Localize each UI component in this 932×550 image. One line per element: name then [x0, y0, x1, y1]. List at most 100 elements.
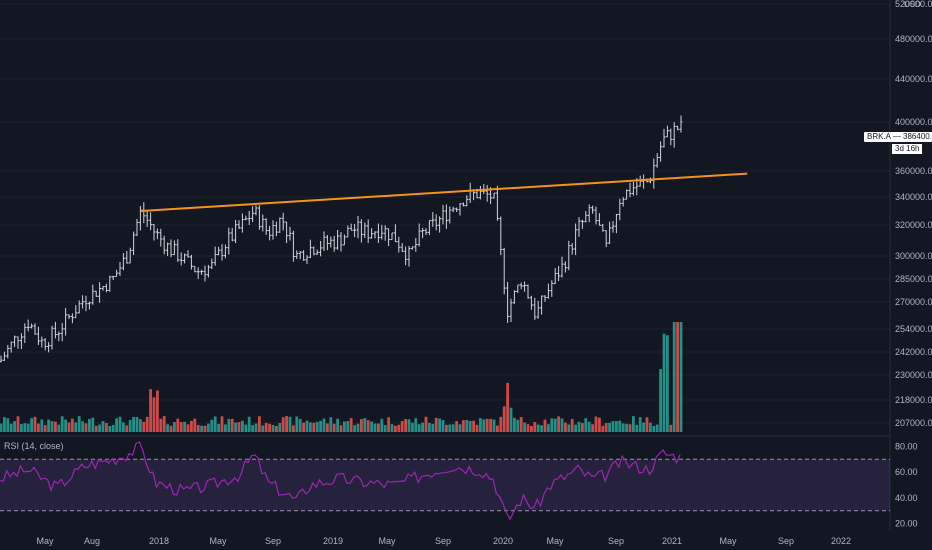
- ohlc-bar: [567, 240, 571, 271]
- rsi-tick-label: 60.00: [895, 467, 918, 477]
- ohlc-bar: [210, 258, 214, 270]
- volume-bar: [431, 423, 435, 432]
- ohlc-bar: [288, 226, 292, 241]
- volume-bar: [523, 422, 526, 432]
- volume-bar: [343, 421, 346, 432]
- volume-bar: [122, 422, 125, 432]
- volume-bar: [594, 416, 598, 432]
- rsi-tick-label: 40.00: [895, 493, 918, 503]
- volume-bar: [210, 419, 214, 432]
- ohlc-bar: [23, 323, 27, 343]
- volume-bar: [57, 424, 61, 432]
- ohlc-bar: [397, 236, 401, 253]
- volume-bar: [530, 425, 533, 432]
- volume-bar: [649, 422, 652, 432]
- ohlc-bar: [404, 246, 408, 266]
- volume-bar: [417, 424, 421, 432]
- ohlc-bar: [2, 351, 6, 361]
- volume-bar: [292, 425, 295, 432]
- volume-bar: [230, 418, 234, 432]
- ohlc-bar: [540, 295, 544, 315]
- volume-bar: [424, 416, 428, 432]
- ohlc-bar: [336, 229, 340, 250]
- ohlc-bar: [628, 182, 632, 198]
- price-tick-label: 340000.00: [895, 192, 932, 202]
- ohlc-bar: [159, 228, 163, 247]
- volume-bar: [373, 423, 377, 432]
- ohlc-bar: [448, 206, 452, 224]
- rsi-legend[interactable]: RSI (14, close): [4, 441, 64, 451]
- volume-bar: [268, 423, 271, 432]
- time-tick-label: May: [378, 536, 396, 546]
- ohlc-bar: [237, 220, 241, 229]
- ohlc-bar: [9, 341, 13, 353]
- ohlc-bar: [298, 250, 302, 260]
- volume-bar: [475, 424, 479, 432]
- volume-bar: [20, 424, 23, 432]
- ohlc-bar: [261, 214, 265, 232]
- ohlc-bar: [553, 268, 557, 285]
- volume-bar: [438, 418, 441, 432]
- ohlc-bar: [179, 252, 183, 266]
- ohlc-bar: [240, 213, 244, 233]
- volume-bar: [625, 423, 628, 432]
- volume-bar: [543, 419, 547, 432]
- volume-bar: [645, 417, 649, 432]
- volume-bar: [496, 425, 499, 432]
- volume-bar: [200, 425, 203, 432]
- volume-bar: [281, 417, 285, 432]
- volume-bar: [145, 416, 149, 432]
- volume-bar: [43, 425, 47, 432]
- volume-bar: [33, 416, 37, 432]
- ohlc-bar: [128, 247, 132, 264]
- ohlc-bar: [70, 313, 74, 324]
- volume-bar: [611, 421, 615, 432]
- volume-bar: [465, 419, 469, 432]
- price-axis[interactable]: 520000.00 480000.00 440000.00 400000.00 3600…: [895, 0, 932, 428]
- volume-bar: [190, 420, 193, 432]
- price-tick-label: 300000.00: [895, 251, 932, 261]
- volume-bar: [3, 417, 6, 432]
- ohlc-bar: [621, 197, 625, 207]
- volume-bar: [237, 422, 241, 432]
- volume-bar: [366, 420, 370, 432]
- ohlc-bar: [115, 269, 119, 277]
- ohlc-bar: [672, 122, 676, 148]
- time-axis[interactable]: May Aug 2018 May Sep 2019 May Sep 2020 May Sep 2021…: [36, 536, 851, 546]
- price-tick-label: 440000.00: [895, 74, 932, 84]
- time-tick-label: Sep: [265, 536, 281, 546]
- volume-bar: [278, 422, 282, 432]
- ohlc-bar: [183, 253, 187, 264]
- volume-bar: [115, 418, 118, 432]
- ohlc-bar: [495, 185, 499, 221]
- volume-bar: [604, 423, 608, 432]
- volume-bar: [312, 422, 316, 432]
- volume-bar: [132, 416, 135, 432]
- ohlc-bar: [19, 333, 23, 349]
- ohlc-bar: [390, 232, 394, 241]
- volume-bar: [662, 333, 666, 432]
- time-tick-label: 2020: [493, 536, 513, 546]
- trendline[interactable]: [140, 172, 748, 212]
- ohlc-bar: [251, 206, 255, 223]
- ohlc-bar: [679, 115, 683, 133]
- ohlc-bar: [461, 202, 465, 207]
- volume-bar: [346, 421, 350, 432]
- ohlc-bar: [614, 213, 618, 234]
- ohlc-bar: [563, 261, 567, 273]
- ohlc-bar: [264, 218, 268, 235]
- volume-bar: [400, 421, 404, 432]
- ohlc-bar: [370, 228, 374, 239]
- volume-bar: [227, 418, 231, 432]
- volume-bar: [676, 322, 679, 432]
- price-tick-label: 285000.00: [895, 274, 932, 284]
- time-tick-label: 2018: [149, 536, 169, 546]
- volume-bar: [40, 419, 44, 432]
- volume-bar: [536, 424, 540, 432]
- ohlc-bar: [30, 323, 34, 329]
- ohlc-bar: [380, 224, 384, 240]
- volume-bar: [339, 425, 343, 432]
- ohlc-bar: [57, 331, 61, 342]
- ohlc-bar: [244, 215, 248, 221]
